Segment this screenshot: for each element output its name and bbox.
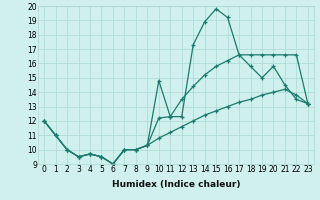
- X-axis label: Humidex (Indice chaleur): Humidex (Indice chaleur): [112, 180, 240, 189]
